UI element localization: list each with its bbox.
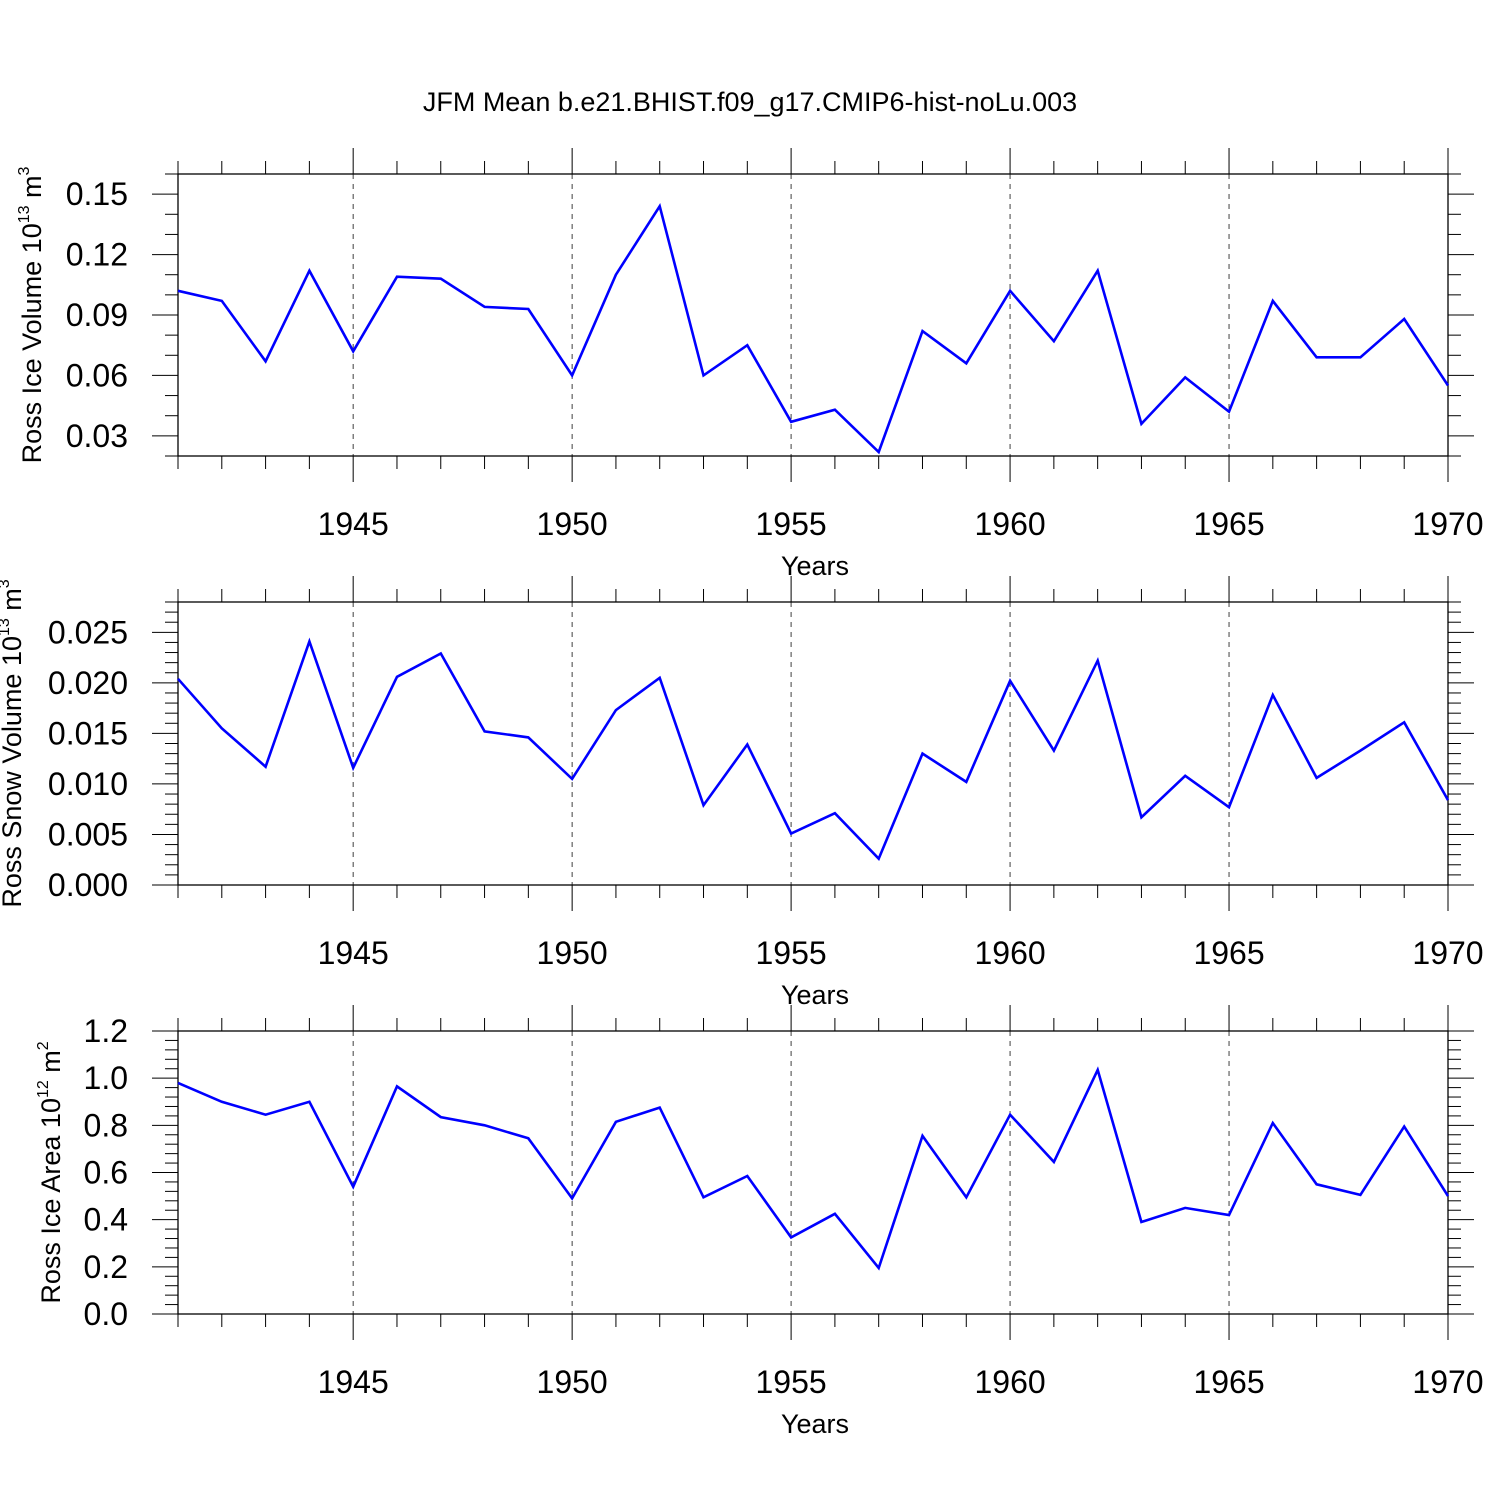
y-tick-label: 0.010 [48, 766, 128, 802]
x-tick-label: 1960 [974, 935, 1045, 971]
x-tick-label: 1950 [537, 506, 608, 542]
x-tick-label: 1950 [537, 935, 608, 971]
x-tick-label: 1955 [756, 935, 827, 971]
y-axis-label-text: Ross Snow Volume 10 [0, 636, 27, 908]
y-tick-label: 0.005 [48, 816, 128, 852]
y-axis-label-text: Ross Ice Volume 10 [17, 223, 47, 463]
x-tick-label: 1965 [1193, 506, 1264, 542]
y-tick-label: 0.06 [66, 357, 128, 393]
series-line [177, 637, 1450, 862]
x-tick-label: 1965 [1193, 1364, 1264, 1400]
panel-2: 1945 1950 1955 1960 1965 1970 Years 0.000 0.005 0… [0, 576, 1484, 1010]
y-tick-label: 0.8 [84, 1107, 128, 1143]
y-tick-label: 0.4 [84, 1202, 128, 1238]
x-tick-label: 1960 [974, 1364, 1045, 1400]
y-axis-label-unit: m [17, 175, 47, 205]
y-axis-label: Ross Snow Volume 1013 m3 [0, 579, 27, 907]
y-axis-label-exponent: 13 [0, 618, 13, 636]
x-tick-label: 1945 [318, 935, 389, 971]
y-tick-label: 0.12 [66, 237, 128, 273]
plot-frame [177, 173, 1449, 457]
x-tick-label: 1970 [1412, 935, 1483, 971]
x-tick-label: 1970 [1412, 506, 1483, 542]
y-tick-label: 0.15 [66, 176, 128, 212]
x-tick-label: 1965 [1193, 935, 1264, 971]
y-tick-label: 0.09 [66, 297, 128, 333]
series-line [177, 1066, 1450, 1271]
y-tick-label: 1.0 [84, 1060, 128, 1096]
x-tick-label: 1945 [318, 506, 389, 542]
x-axis-label: Years [781, 980, 849, 1010]
x-axis-label: Years [781, 1409, 849, 1439]
x-tick-label: 1970 [1412, 1364, 1483, 1400]
y-axis-label-unit: m [0, 588, 27, 618]
x-tick-label: 1955 [756, 1364, 827, 1400]
y-axis-label-unit-exponent: 2 [35, 1041, 52, 1050]
y-axis-label-unit: m [36, 1050, 66, 1080]
y-tick-label: 1.2 [84, 1013, 128, 1049]
panel-1: 1945 1950 1955 1960 1965 1970 Years 0.03 0.06 0.0… [16, 148, 1484, 581]
series-line [177, 202, 1450, 455]
x-tick-label: 1945 [318, 1364, 389, 1400]
y-axis-label-unit-exponent: 3 [16, 166, 33, 175]
y-tick-label: 0.025 [48, 614, 128, 650]
y-tick-label: 0.000 [48, 867, 128, 903]
x-axis-label: Years [781, 551, 849, 581]
x-tick-label: 1960 [974, 506, 1045, 542]
y-tick-label: 0.2 [84, 1249, 128, 1285]
plot-frame [177, 601, 1449, 886]
x-tick-label: 1950 [537, 1364, 608, 1400]
y-axis-label-exponent: 13 [16, 205, 33, 223]
y-axis-label-text: Ross Ice Area 10 [36, 1098, 66, 1304]
y-axis-label: Ross Ice Volume 1013 m3 [16, 166, 47, 463]
y-tick-label: 0.03 [66, 418, 128, 454]
panel-3: 1945 1950 1955 1960 1965 1970 Years 0.0 0.2 0.4 0.… [35, 1005, 1484, 1439]
chart-title: JFM Mean b.e21.BHIST.f09_g17.CMIP6-hist-… [423, 87, 1077, 117]
y-axis-label-unit-exponent: 3 [0, 579, 13, 588]
y-tick-label: 0.6 [84, 1155, 128, 1191]
y-tick-label: 0.015 [48, 715, 128, 751]
y-axis-label-exponent: 12 [35, 1080, 52, 1098]
plot-frame [177, 1030, 1449, 1315]
y-tick-label: 0.020 [48, 665, 128, 701]
x-tick-label: 1955 [756, 506, 827, 542]
y-tick-label: 0.0 [84, 1296, 128, 1332]
y-axis-label: Ross Ice Area 1012 m2 [35, 1041, 66, 1303]
